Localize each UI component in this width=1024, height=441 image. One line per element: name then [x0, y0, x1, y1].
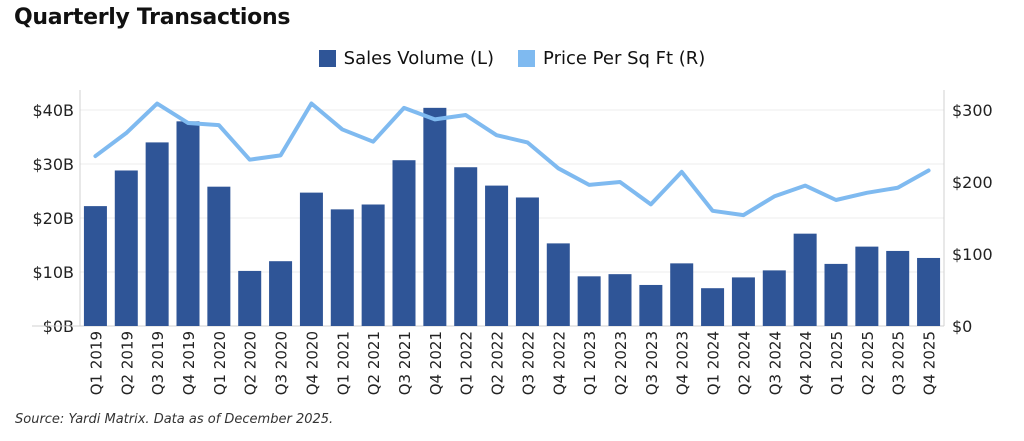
bar: [269, 261, 293, 326]
x-tick-label: Q3 2023: [643, 331, 661, 395]
right-tick-label: $300: [952, 101, 993, 120]
left-tick-label: $40B: [32, 101, 74, 120]
bar: [361, 204, 385, 326]
legend-item-sales-volume: Sales Volume (L): [318, 48, 495, 69]
bar: [546, 243, 570, 326]
legend: Sales Volume (L) Price Per Sq Ft (R): [0, 48, 1024, 69]
x-tick-label: Q3 2021: [396, 331, 414, 395]
source-note: Source: Yardi Matrix. Data as of Decembe…: [15, 412, 334, 427]
legend-label: Sales Volume (L): [343, 48, 495, 69]
bar: [824, 263, 848, 326]
x-tick-label: Q1 2025: [828, 331, 846, 395]
x-tick-label: Q4 2020: [303, 331, 321, 395]
bar: [485, 185, 509, 326]
x-tick-label: Q4 2022: [550, 331, 568, 395]
bar: [639, 284, 663, 326]
x-tick-label: Q1 2021: [334, 331, 352, 395]
bar: [917, 257, 941, 326]
bar: [114, 170, 138, 326]
bar: [176, 121, 200, 326]
left-tick-label: $30B: [32, 155, 74, 174]
x-tick-label: Q2 2025: [859, 331, 877, 395]
x-tick-label: Q4 2025: [921, 331, 939, 395]
bar: [207, 186, 231, 326]
bar: [886, 250, 910, 326]
bar: [83, 206, 107, 326]
x-tick-label: Q2 2020: [242, 331, 260, 395]
x-tick-label: Q2 2021: [365, 331, 383, 395]
bar: [299, 192, 323, 326]
bar: [238, 270, 262, 326]
x-tick-label: Q4 2023: [674, 331, 692, 395]
price-line: [93, 101, 931, 218]
x-tick-label: Q3 2024: [766, 331, 784, 395]
bar: [515, 197, 539, 326]
bar: [855, 246, 879, 326]
left-tick-label: $20B: [32, 209, 74, 228]
x-tick-label: Q4 2021: [427, 331, 445, 395]
right-tick-label: $200: [952, 173, 993, 192]
x-tick-label: Q1 2024: [705, 331, 723, 395]
legend-label: Price Per Sq Ft (R): [543, 48, 706, 69]
x-tick-label: Q3 2019: [149, 331, 167, 395]
x-tick-label: Q3 2022: [519, 331, 537, 395]
x-tick-label: Q1 2019: [87, 331, 105, 395]
x-tick-label: Q2 2022: [489, 331, 507, 395]
right-tick-label: $100: [952, 245, 993, 264]
bar: [577, 276, 601, 326]
bar: [608, 274, 632, 326]
legend-swatch-bar: [318, 50, 336, 67]
x-tick-label: Q3 2025: [890, 331, 908, 395]
bar: [392, 160, 416, 326]
bar: [762, 270, 786, 326]
x-tick-label: Q1 2020: [211, 331, 229, 395]
bar: [423, 107, 447, 326]
bar: [731, 277, 755, 326]
bar: [330, 209, 354, 326]
left-tick-label: $10B: [32, 263, 74, 282]
bar: [701, 288, 725, 326]
x-tick-label: Q2 2024: [735, 331, 753, 395]
bar: [670, 263, 694, 326]
x-tick-label: Q2 2019: [118, 331, 136, 395]
x-tick-label: Q4 2024: [797, 331, 815, 395]
right-tick-label: $0: [952, 317, 972, 336]
chart-title: Quarterly Transactions: [14, 5, 291, 30]
bar: [145, 142, 169, 326]
bar: [454, 167, 478, 326]
x-tick-label: Q1 2023: [581, 331, 599, 395]
legend-swatch-line: [518, 50, 536, 67]
bar: [793, 233, 817, 326]
x-tick-label: Q3 2020: [273, 331, 291, 395]
legend-item-price-per-sqft: Price Per Sq Ft (R): [518, 48, 705, 69]
x-tick-label: Q4 2019: [180, 331, 198, 395]
x-tick-label: Q1 2022: [458, 331, 476, 395]
x-tick-label: Q2 2023: [612, 331, 630, 395]
